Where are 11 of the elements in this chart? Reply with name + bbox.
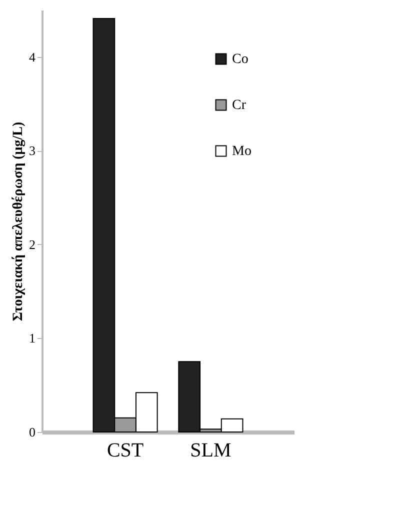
legend-label: Cr: [232, 98, 246, 113]
y-tick-label: 3: [29, 143, 36, 158]
y-tick-label: 4: [29, 49, 36, 64]
x-tick-label: CST: [106, 440, 144, 462]
y-tick-label: 1: [29, 330, 36, 346]
x-tick-label: SLM: [190, 440, 232, 462]
legend-label: Mo: [232, 144, 252, 159]
legend-label: Co: [232, 52, 248, 67]
y-tick-label: 2: [29, 236, 36, 252]
y-tick-label: 0: [29, 424, 36, 440]
y-axis-title: Στοιχειακή απελευθέρωση (μg/L): [11, 122, 26, 322]
